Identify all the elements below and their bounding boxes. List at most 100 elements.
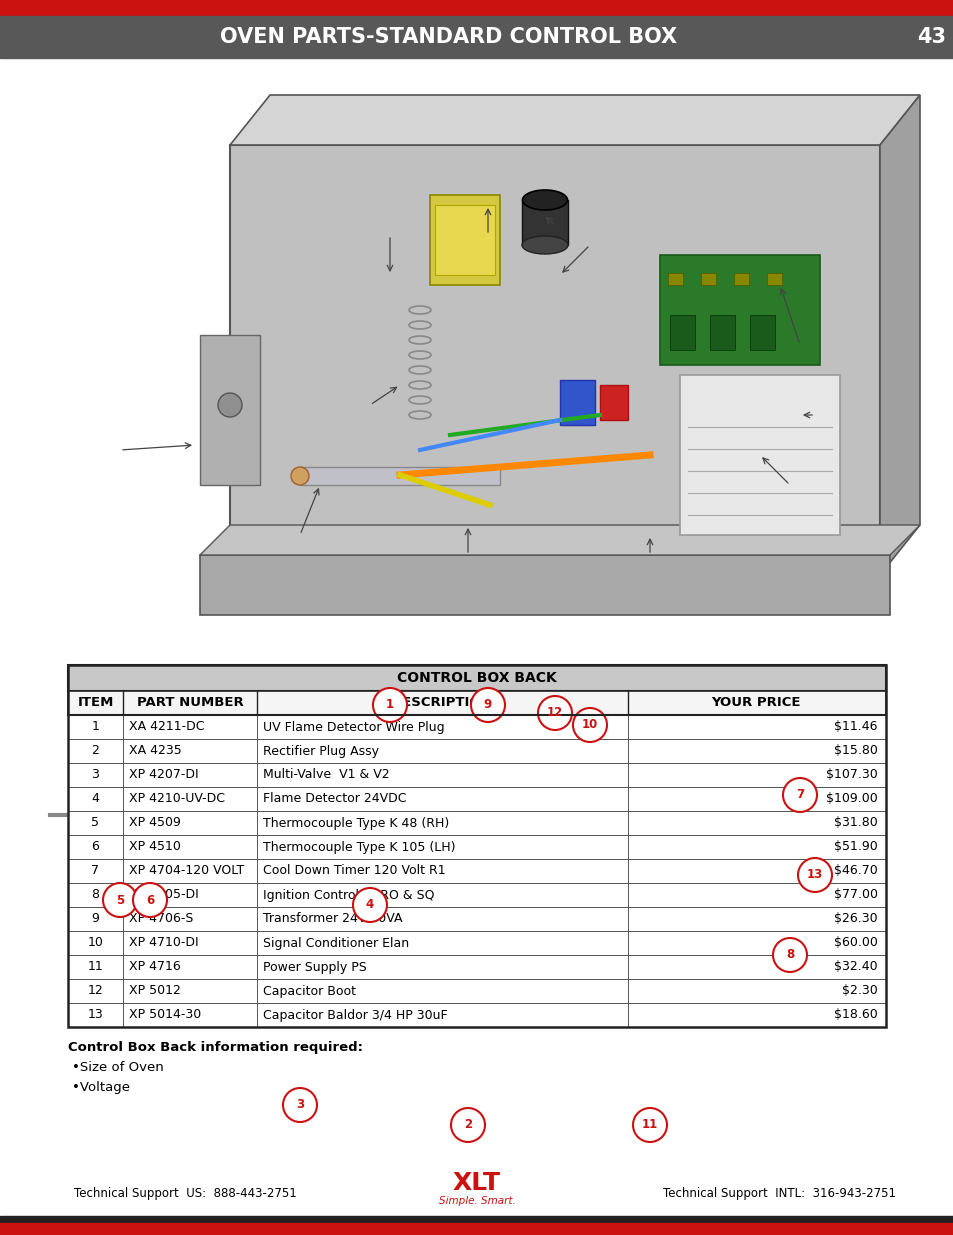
Bar bbox=[700, 273, 716, 285]
Ellipse shape bbox=[291, 467, 309, 485]
Text: XP 4210-UV-DC: XP 4210-UV-DC bbox=[129, 793, 225, 805]
Bar bbox=[299, 467, 499, 485]
Ellipse shape bbox=[521, 236, 567, 254]
Text: UV Flame Detector Wire Plug: UV Flame Detector Wire Plug bbox=[263, 720, 444, 734]
Text: Rectifier Plug Assy: Rectifier Plug Assy bbox=[263, 745, 378, 757]
Text: Capacitor Boot: Capacitor Boot bbox=[263, 984, 355, 998]
Text: Capacitor Baldor 3/4 HP 30uF: Capacitor Baldor 3/4 HP 30uF bbox=[263, 1009, 447, 1021]
Polygon shape bbox=[230, 95, 919, 144]
Text: 4: 4 bbox=[91, 793, 99, 805]
Text: 5: 5 bbox=[91, 816, 99, 830]
Text: 4: 4 bbox=[366, 899, 374, 911]
Bar bbox=[68, 763, 885, 787]
Bar bbox=[68, 835, 885, 860]
Text: 3: 3 bbox=[295, 1098, 304, 1112]
Bar bbox=[68, 979, 885, 1003]
Text: Cool Down Timer 120 Volt R1: Cool Down Timer 120 Volt R1 bbox=[263, 864, 445, 878]
Bar bbox=[68, 664, 885, 692]
Text: 10: 10 bbox=[581, 719, 598, 731]
Bar bbox=[0, 16, 953, 58]
Text: OVEN PARTS-STANDARD CONTROL BOX: OVEN PARTS-STANDARD CONTROL BOX bbox=[219, 27, 677, 47]
Text: ITEM: ITEM bbox=[77, 697, 113, 709]
Bar bbox=[766, 273, 781, 285]
Bar bbox=[68, 860, 885, 883]
Text: Signal Conditioner Elan: Signal Conditioner Elan bbox=[263, 936, 409, 950]
Bar bbox=[68, 906, 885, 931]
Text: $60.00: $60.00 bbox=[833, 936, 877, 950]
Text: 11: 11 bbox=[88, 961, 103, 973]
Text: 12: 12 bbox=[88, 984, 103, 998]
Circle shape bbox=[797, 858, 831, 892]
Bar bbox=[0, 1223, 953, 1235]
Circle shape bbox=[132, 883, 167, 918]
Text: 6: 6 bbox=[91, 841, 99, 853]
Text: $18.60: $18.60 bbox=[833, 1009, 877, 1021]
Text: Transformer 24V 60VA: Transformer 24V 60VA bbox=[263, 913, 402, 925]
Text: Power Supply PS: Power Supply PS bbox=[263, 961, 366, 973]
Text: PART NUMBER: PART NUMBER bbox=[136, 697, 243, 709]
Text: 43: 43 bbox=[917, 27, 945, 47]
Bar bbox=[68, 931, 885, 955]
Text: Thermocouple Type K 105 (LH): Thermocouple Type K 105 (LH) bbox=[263, 841, 455, 853]
Text: $32.40: $32.40 bbox=[834, 961, 877, 973]
Text: 9: 9 bbox=[483, 699, 492, 711]
Polygon shape bbox=[200, 525, 919, 555]
Text: YOUR PRICE: YOUR PRICE bbox=[711, 697, 800, 709]
Text: XA 4235: XA 4235 bbox=[129, 745, 182, 757]
Polygon shape bbox=[879, 95, 919, 576]
Text: •Size of Oven: •Size of Oven bbox=[71, 1061, 164, 1074]
Text: 13: 13 bbox=[806, 868, 822, 882]
Text: 13: 13 bbox=[88, 1009, 103, 1021]
Text: $109.00: $109.00 bbox=[825, 793, 877, 805]
Text: 12: 12 bbox=[546, 706, 562, 720]
Text: 3: 3 bbox=[91, 768, 99, 782]
Text: 9: 9 bbox=[91, 913, 99, 925]
Circle shape bbox=[772, 939, 806, 972]
Circle shape bbox=[537, 697, 572, 730]
Bar bbox=[733, 273, 748, 285]
Circle shape bbox=[373, 688, 407, 722]
Text: DESCRIPTION: DESCRIPTION bbox=[392, 697, 493, 709]
Text: Flame Detector 24VDC: Flame Detector 24VDC bbox=[263, 793, 406, 805]
Circle shape bbox=[573, 708, 606, 742]
Text: 6: 6 bbox=[146, 893, 154, 906]
Text: 11: 11 bbox=[641, 1119, 658, 1131]
Bar bbox=[435, 205, 495, 275]
Circle shape bbox=[471, 688, 504, 722]
Bar bbox=[68, 883, 885, 906]
Text: 8: 8 bbox=[785, 948, 793, 962]
Text: $107.30: $107.30 bbox=[825, 768, 877, 782]
Bar bbox=[669, 315, 695, 350]
Circle shape bbox=[782, 778, 816, 811]
Text: XP 4510: XP 4510 bbox=[129, 841, 181, 853]
Circle shape bbox=[103, 883, 137, 918]
Text: XP 4710-DI: XP 4710-DI bbox=[129, 936, 198, 950]
Text: 8: 8 bbox=[91, 888, 99, 902]
Text: XP 4207-DI: XP 4207-DI bbox=[129, 768, 198, 782]
Text: 2: 2 bbox=[463, 1119, 472, 1131]
Text: Simple. Smart.: Simple. Smart. bbox=[438, 1195, 515, 1207]
Bar bbox=[230, 144, 879, 576]
Text: 1: 1 bbox=[386, 699, 394, 711]
Bar bbox=[0, 1216, 953, 1223]
Text: Ignition Control DI RO & SQ: Ignition Control DI RO & SQ bbox=[263, 888, 434, 902]
Text: XP 4705-DI: XP 4705-DI bbox=[129, 888, 198, 902]
Text: $2.30: $2.30 bbox=[841, 984, 877, 998]
Text: XP 4716: XP 4716 bbox=[129, 961, 180, 973]
Text: $46.70: $46.70 bbox=[833, 864, 877, 878]
Text: 7: 7 bbox=[91, 864, 99, 878]
Text: XA 4211-DC: XA 4211-DC bbox=[129, 720, 204, 734]
Text: XP 4509: XP 4509 bbox=[129, 816, 181, 830]
Bar bbox=[709, 315, 734, 350]
Bar bbox=[599, 385, 627, 420]
Text: 2: 2 bbox=[91, 745, 99, 757]
Text: $26.30: $26.30 bbox=[834, 913, 877, 925]
Text: XP 4704-120 VOLT: XP 4704-120 VOLT bbox=[129, 864, 244, 878]
Circle shape bbox=[283, 1088, 316, 1123]
Ellipse shape bbox=[522, 190, 567, 210]
Text: CONTROL BOX BACK: CONTROL BOX BACK bbox=[396, 671, 557, 685]
Bar bbox=[68, 692, 885, 715]
Bar bbox=[659, 254, 820, 366]
Text: Control Box Back information required:: Control Box Back information required: bbox=[68, 1041, 363, 1053]
Bar bbox=[68, 811, 885, 835]
